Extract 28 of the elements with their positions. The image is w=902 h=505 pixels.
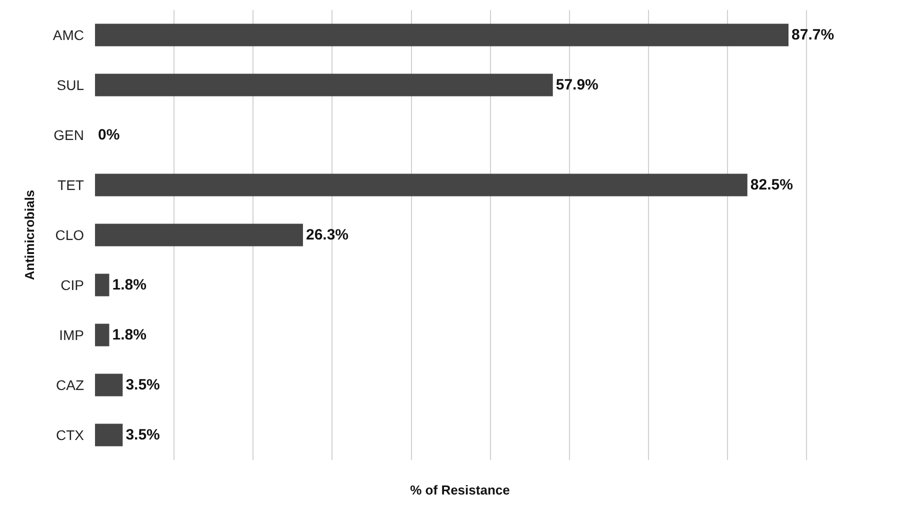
bar	[95, 224, 303, 246]
y-tick-label: GEN	[54, 126, 84, 143]
data-label: 0%	[98, 126, 120, 144]
data-label: 82.5%	[750, 176, 793, 194]
data-label: 1.8%	[112, 276, 146, 294]
bar	[95, 374, 123, 396]
y-tick-label: SUL	[56, 76, 84, 93]
data-label: 1.8%	[112, 326, 146, 344]
y-tick-label: TET	[58, 176, 84, 193]
y-tick-label: IMP	[59, 326, 84, 343]
data-label: 3.5%	[126, 376, 160, 394]
data-label: 57.9%	[556, 76, 598, 94]
data-label: 26.3%	[306, 226, 349, 244]
bar	[95, 274, 110, 296]
y-tick-label: CIP	[60, 276, 84, 293]
y-tick-label: CTX	[56, 426, 85, 443]
bar	[95, 324, 110, 346]
data-label: 3.5%	[126, 426, 160, 444]
y-tick-label: AMC	[52, 26, 84, 43]
bar	[95, 24, 788, 46]
bar	[95, 174, 748, 196]
x-axis-title: % of Resistance	[410, 482, 510, 498]
y-tick-label: CLO	[55, 226, 84, 243]
data-label: 87.7%	[792, 26, 834, 44]
y-axis-title: Antimicrobials	[22, 190, 37, 280]
y-tick-label: CAZ	[56, 376, 84, 393]
bar	[95, 74, 553, 96]
bar	[95, 424, 123, 446]
